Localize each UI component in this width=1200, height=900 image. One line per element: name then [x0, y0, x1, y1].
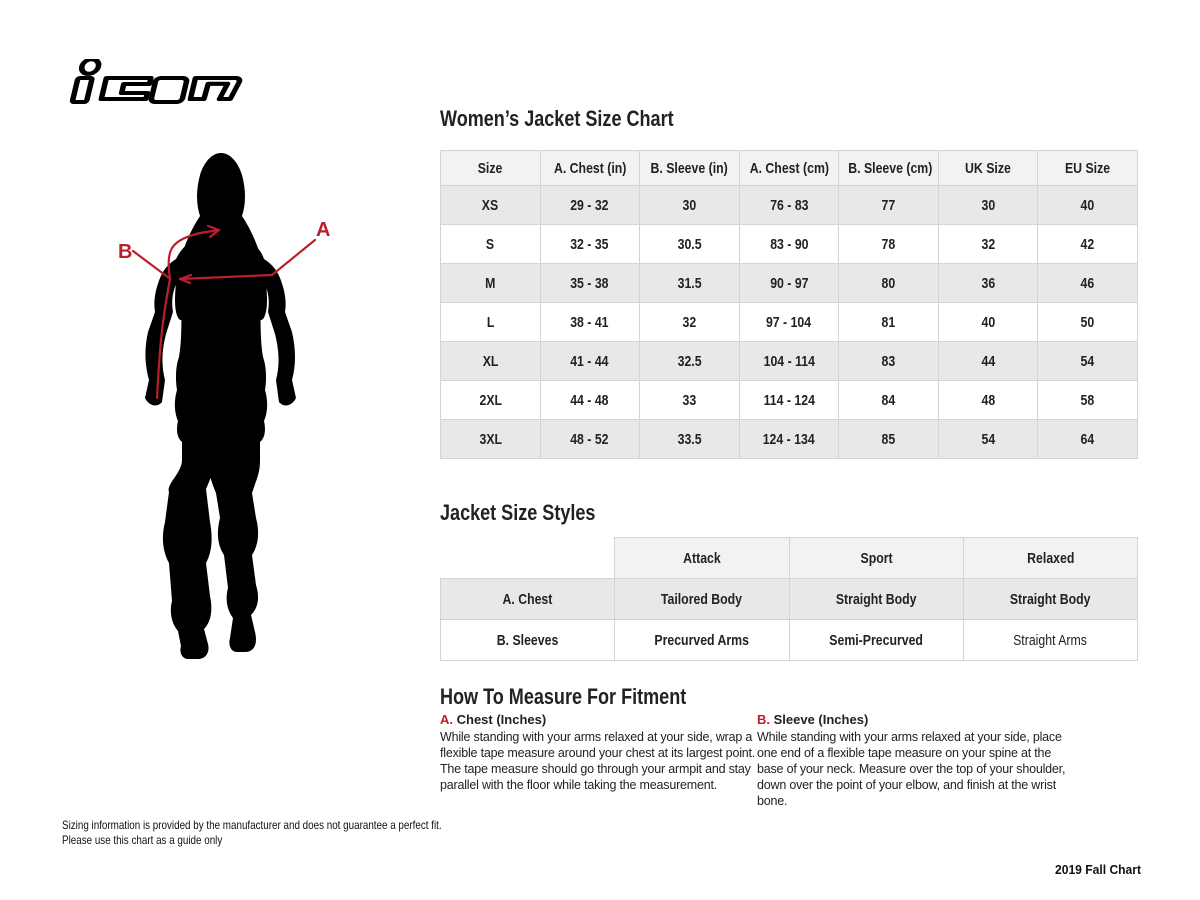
svg-text:B: B	[118, 241, 132, 263]
svg-text:A: A	[316, 219, 330, 241]
